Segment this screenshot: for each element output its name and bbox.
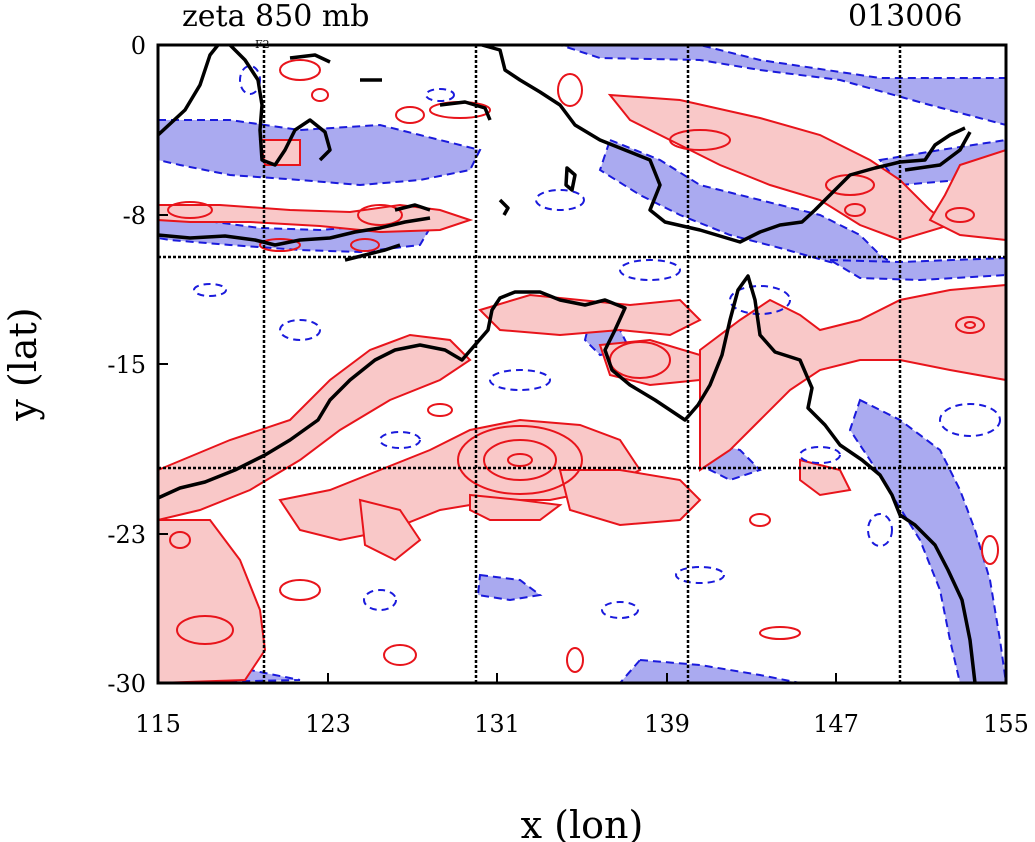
plot-title: zeta 850 mb	[182, 0, 370, 34]
coastline	[156, 43, 977, 684]
y-tick-label: -15	[107, 351, 146, 379]
x-tick-label: 147	[813, 710, 859, 738]
y-tick-label: -23	[107, 521, 146, 549]
x-tick-labels: 115 123 131 139 147 155	[135, 710, 1029, 738]
x-tick-label: 155	[983, 710, 1029, 738]
positive-contour-lines	[167, 59, 999, 673]
tick-marks	[157, 44, 1007, 684]
y-tick-label: 0	[131, 32, 146, 60]
grid-lines	[158, 45, 1006, 683]
plot-timestamp: 013006	[848, 0, 963, 34]
y-tick-label: -30	[107, 670, 146, 698]
x-tick-label: 115	[135, 710, 181, 738]
y-tick-labels: 0 -8 -15 -23 -30	[107, 32, 146, 698]
x-tick-label: 139	[644, 710, 690, 738]
plot-area: F2	[156, 38, 1008, 685]
y-tick-label: -8	[123, 202, 146, 230]
x-tick-label: 131	[474, 710, 520, 738]
negative-contour-lines	[193, 65, 1001, 619]
x-tick-label: 123	[305, 710, 351, 738]
y-axis-title: y (lat)	[1, 307, 45, 421]
x-axis-title: x (lon)	[521, 803, 644, 842]
